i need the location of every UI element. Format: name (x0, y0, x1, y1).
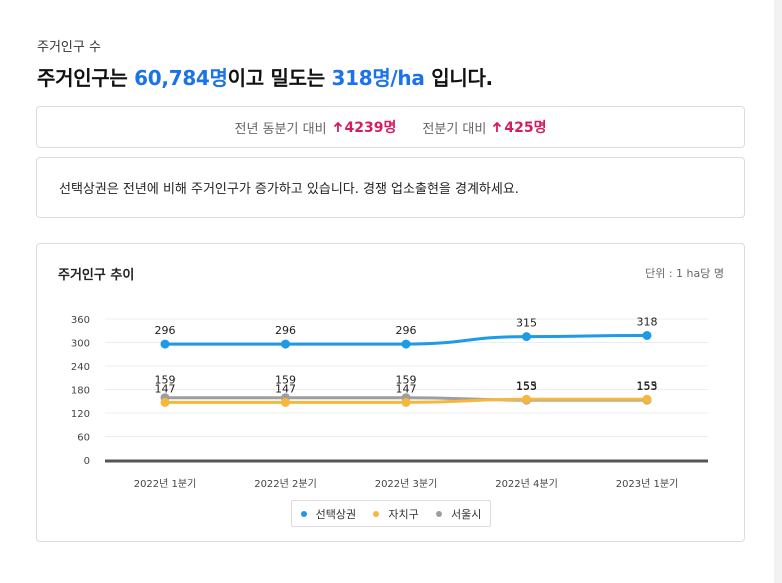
legend-label: 서울시 (450, 507, 482, 521)
data-point (522, 394, 531, 404)
population-value: 60,784명 (134, 66, 228, 90)
data-label: 153 (516, 380, 537, 393)
legend-marker (435, 510, 442, 517)
data-label: 147 (396, 382, 417, 395)
y-tick-label: 60 (77, 433, 90, 444)
x-tick-label: 2022년 2분기 (254, 478, 317, 490)
population-line-chart: 0 60 120 180 240 300 360 2022년 1분기 2022년 2분기 2022… (71, 315, 708, 490)
arrow-up-icon (333, 121, 342, 132)
yoy-value: 4239명 (344, 120, 397, 136)
qoq-value: 425명 (504, 120, 547, 136)
x-tick-label: 2022년 1분기 (134, 478, 197, 490)
y-tick-label: 0 (84, 456, 90, 467)
data-point (642, 394, 652, 404)
population-trend-card: 주거인구 추이 단위 : 1 ha당 명 0 60 120 180 240 300 360 2… (36, 243, 745, 542)
comparison-card: 전년 동분기 대비 4239명 전분기 대비 425명 (36, 106, 745, 148)
headline-suffix: 입니다. (424, 66, 493, 90)
arrow-up-icon (493, 121, 502, 132)
data-point (642, 330, 652, 340)
x-tick-label: 2022년 4분기 (495, 478, 558, 490)
legend-label: 선택상권 (315, 507, 357, 521)
y-tick-label: 300 (71, 339, 90, 350)
qoq-label: 전분기 대비 (422, 121, 487, 137)
data-label: 318 (637, 315, 658, 328)
legend-item[interactable]: 자치구 (373, 506, 419, 522)
qoq-delta: 425명 (492, 117, 546, 137)
data-label: 159 (396, 374, 417, 387)
y-tick-label: 180 (71, 386, 90, 397)
y-tick-label: 360 (71, 315, 90, 326)
legend-label: 자치구 (388, 507, 419, 521)
headline-middle: 이고 밀도는 (227, 66, 332, 90)
unit-label: 단위 : 1 ha당 명 (645, 267, 724, 280)
data-label: 147 (155, 382, 176, 395)
x-tick-label: 2022년 3분기 (375, 478, 438, 490)
data-point (281, 397, 290, 407)
y-tick-label: 120 (71, 409, 90, 420)
data-point (522, 332, 531, 342)
insight-message: 선택상권은 전년에 비해 주거인구가 증가하고 있습니다. 경쟁 업소출현을 경… (59, 182, 519, 197)
yoy-comparison: 전년 동분기 대비 4239명 (235, 117, 397, 137)
chart-legend: 선택상권 자치구 서울시 (291, 500, 491, 527)
insight-message-card: 선택상권은 전년에 비해 주거인구가 증가하고 있습니다. 경쟁 업소출현을 경… (36, 157, 745, 218)
chart-title: 주거인구 추이 (58, 268, 135, 283)
data-point (401, 339, 411, 349)
legend-item[interactable]: 선택상권 (300, 506, 357, 522)
yoy-delta: 4239명 (333, 117, 397, 137)
y-tick-label: 240 (71, 362, 90, 373)
data-label: 296 (396, 324, 417, 337)
headline-prefix: 주거인구는 (37, 66, 135, 90)
data-point (281, 339, 290, 349)
data-point (401, 397, 411, 407)
qoq-comparison: 전분기 대비 425명 (422, 117, 546, 137)
data-label: 159 (275, 374, 296, 387)
section-subtitle: 주거인구 수 (37, 40, 101, 55)
legend-item[interactable]: 서울시 (435, 506, 482, 522)
yoy-label: 전년 동분기 대비 (234, 121, 327, 137)
data-label: 296 (155, 324, 176, 337)
legend-marker (373, 510, 380, 517)
data-label: 296 (275, 324, 296, 337)
data-point (160, 397, 170, 407)
x-tick-label: 2023년 1분기 (616, 478, 679, 490)
legend-marker (300, 510, 307, 517)
data-label: 147 (275, 382, 296, 395)
data-label: 159 (155, 374, 176, 387)
data-label: 155 (637, 379, 658, 392)
density-value: 318명/ha (331, 66, 425, 90)
page-scrollbar[interactable] (774, 0, 782, 583)
data-label: 153 (637, 380, 658, 393)
data-point (160, 339, 170, 349)
data-label: 155 (516, 379, 537, 392)
data-label: 315 (516, 317, 537, 330)
population-headline: 주거인구는 60,784명이고 밀도는 318명/ha 입니다. (37, 62, 493, 91)
